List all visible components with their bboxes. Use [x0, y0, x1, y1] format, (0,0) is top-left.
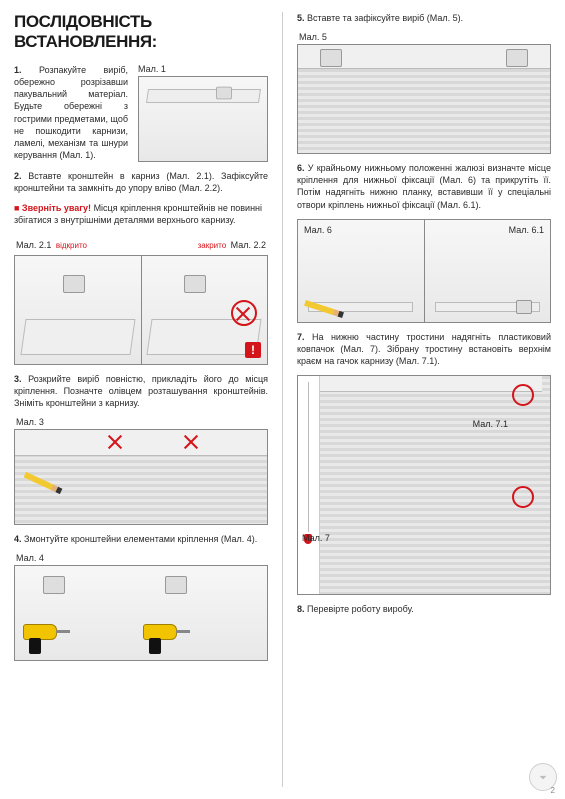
bracket-icon: [320, 49, 342, 67]
cord-icon: [308, 382, 309, 532]
step-2-text: 2. Вставте кронштейн в карниз (Мал. 2.1)…: [14, 170, 268, 194]
rail-icon: [146, 89, 261, 103]
step-6-num: 6.: [297, 163, 305, 173]
figure-22-label: Мал. 2.2: [231, 240, 266, 250]
step-1-body: Розпакуйте виріб, обережно розрізавши па…: [14, 65, 128, 160]
figure-22-labels: закрито Мал. 2.2: [198, 235, 266, 253]
x-mark-icon: [235, 306, 251, 322]
figure-21-labels: Мал. 2.1 відкрито: [16, 235, 87, 253]
step-5-num: 5.: [297, 13, 305, 23]
wand-area: [298, 376, 320, 594]
figure-4-wrap: Мал. 4: [14, 553, 268, 661]
figure-5-label: Мал. 5: [299, 32, 551, 42]
pencil-icon: [24, 472, 63, 494]
step-5-text: 5. Вставте та зафіксуйте виріб (Мал. 5).: [297, 12, 551, 24]
step-7-text: 7. На нижню частину тростини надягніть п…: [297, 331, 551, 367]
page-number: 2: [551, 786, 555, 795]
step-3-body: Розкрийте виріб повністю, прикладіть йог…: [14, 374, 268, 408]
figure-21-label: Мал. 2.1: [16, 240, 51, 250]
drill-icon: [143, 624, 191, 654]
bracket-icon: [506, 49, 528, 67]
figure-6: Мал. 6 Мал. 6.1: [297, 219, 551, 323]
circle-highlight-icon: [512, 384, 534, 406]
figure-6-label: Мал. 6: [302, 224, 334, 236]
figure-61-right: Мал. 6.1: [425, 219, 552, 323]
figure-4-label: Мал. 4: [16, 553, 268, 563]
circle-highlight-icon: [512, 486, 534, 508]
bracket-icon: [184, 275, 206, 293]
step-8-text: 8. Перевірте роботу виробу.: [297, 603, 551, 615]
figure-5: [297, 44, 551, 154]
headrail-icon: [320, 376, 542, 392]
rail-icon: [20, 319, 136, 355]
step-3-num: 3.: [14, 374, 22, 384]
step-6-body: У крайньому нижньому положенні жалюзі ви…: [297, 163, 551, 209]
drill-icon: [23, 624, 71, 654]
step-6-text: 6. У крайньому нижньому положенні жалюзі…: [297, 162, 551, 211]
figure-71-label: Мал. 7.1: [471, 418, 510, 430]
left-column: ПОСЛІДОВНІСТЬ ВСТАНОВЛЕННЯ: 1. Розпакуйт…: [0, 0, 282, 799]
warning-label: ■ Зверніть увагу!: [14, 203, 91, 213]
step-8-num: 8.: [297, 604, 305, 614]
figure-3-wrap: Мал. 3: [14, 417, 268, 525]
step-8-body: Перевірте роботу виробу.: [307, 604, 414, 614]
figure-4: [14, 565, 268, 661]
step-1-num: 1.: [14, 65, 22, 75]
open-label: відкрито: [56, 241, 87, 250]
bracket-icon: [63, 275, 85, 293]
bracket-icon: [165, 576, 187, 594]
headrail-icon: [15, 430, 267, 456]
step-1-row: 1. Розпакуйте виріб, обережно розрізавши…: [14, 64, 268, 162]
x-mark-icon: [107, 434, 123, 450]
clip-icon: [516, 300, 532, 314]
figure-1: [138, 76, 268, 162]
figure-7: Мал. 7 Мал. 7.1: [297, 375, 551, 595]
step-2-num: 2.: [14, 171, 22, 181]
step-7-body: На нижню частину тростини надягніть плас…: [297, 332, 551, 366]
figure-22: !: [142, 255, 269, 365]
figure-5-wrap: Мал. 5: [297, 32, 551, 154]
figure-6-left: Мал. 6: [297, 219, 425, 323]
step-4-body: Змонтуйте кронштейни елементами кріпленн…: [24, 534, 257, 544]
figure-1-wrap: Мал. 1: [138, 64, 268, 162]
page-title: ПОСЛІДОВНІСТЬ ВСТАНОВЛЕННЯ:: [14, 12, 268, 52]
figure-7-label: Мал. 7: [300, 532, 332, 544]
figure-21: [14, 255, 142, 365]
step-5-body: Вставте та зафіксуйте виріб (Мал. 5).: [307, 13, 463, 23]
figure-2: !: [14, 255, 268, 365]
figure-3: [14, 429, 268, 525]
step-2-body: Вставте кронштейн в карниз (Мал. 2.1). З…: [14, 171, 268, 193]
step-7-num: 7.: [297, 332, 305, 342]
figure-2-wrap: Мал. 2.1 відкрито закрито Мал. 2.2 !: [14, 235, 268, 365]
bracket-icon: [217, 86, 232, 99]
x-mark-icon: [183, 434, 199, 450]
closed-label: закрито: [198, 241, 227, 250]
step-4-num: 4.: [14, 534, 22, 544]
right-column: 5. Вставте та зафіксуйте виріб (Мал. 5).…: [283, 0, 565, 799]
figure-3-label: Мал. 3: [16, 417, 268, 427]
figure-1-label: Мал. 1: [138, 64, 268, 74]
step-2-warning: ■ Зверніть увагу! Місця кріплення кроншт…: [14, 202, 268, 226]
figure-61-label: Мал. 6.1: [507, 224, 546, 236]
warning-badge-icon: !: [245, 342, 261, 358]
step-1-text: 1. Розпакуйте виріб, обережно розрізавши…: [14, 64, 128, 161]
step-3-text: 3. Розкрийте виріб повністю, прикладіть …: [14, 373, 268, 409]
step-4-text: 4. Змонтуйте кронштейни елементами кріпл…: [14, 533, 268, 545]
bracket-icon: [43, 576, 65, 594]
